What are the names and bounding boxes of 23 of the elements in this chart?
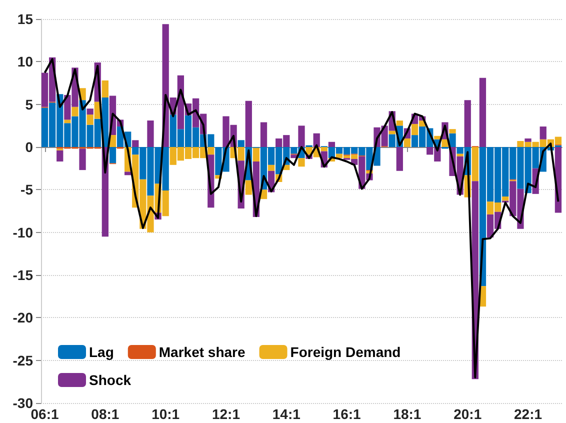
y-tick-label: -15	[12, 267, 34, 283]
y-tick-label: 10	[17, 54, 34, 70]
legend-label: Foreign Demand	[290, 344, 401, 360]
legend-label: Lag	[89, 344, 114, 360]
x-tick-label: 14:1	[272, 406, 301, 422]
x-tick-label: 16:1	[332, 406, 362, 422]
y-tick-label: 15	[17, 11, 34, 27]
y-tick-label: -10	[12, 224, 34, 240]
y-tick-label: -25	[12, 352, 34, 368]
y-tick-label: 5	[25, 96, 34, 112]
x-tick-label: 08:1	[91, 406, 120, 422]
y-tick-label: -20	[12, 310, 34, 326]
x-tick-label: 10:1	[152, 406, 180, 422]
x-tick-label: 06:1	[30, 406, 59, 422]
y-tick-label: 0	[25, 139, 34, 155]
x-tick-label: 12:1	[212, 406, 240, 422]
y-tick-label: -30	[12, 395, 34, 411]
legend-label: Shock	[89, 372, 132, 388]
x-tick-label: 22:1	[514, 406, 542, 422]
x-tick-label: 20:1	[454, 406, 482, 422]
legend-label: Market share	[158, 344, 246, 360]
y-tick-label: -5	[20, 182, 34, 198]
x-tick-label: 18:1	[393, 406, 422, 422]
